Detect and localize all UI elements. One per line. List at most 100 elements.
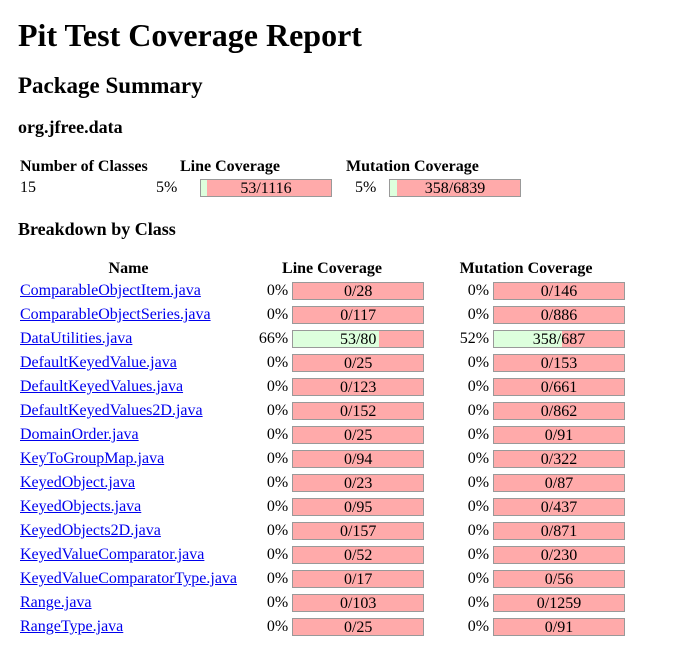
mutation-coverage-bar: 358/6839 xyxy=(389,179,521,197)
table-row: DataUtilities.java 66% 53/80 52% 358/687 xyxy=(20,327,626,351)
line-coverage-text: 0/95 xyxy=(343,499,373,516)
line-coverage-percent: 0% xyxy=(266,282,289,299)
line-coverage-text: 0/25 xyxy=(343,427,373,444)
mutation-coverage-text: 0/91 xyxy=(544,619,574,636)
class-link[interactable]: KeyedObjects2D.java xyxy=(20,522,161,539)
breakdown-table: Name Line Coverage Mutation Coverage Com… xyxy=(20,259,626,639)
line-coverage-percent: 5% xyxy=(156,179,178,196)
line-coverage-text: 0/157 xyxy=(339,523,377,540)
mutation-coverage-text: 0/56 xyxy=(544,571,574,588)
mutation-coverage-fill xyxy=(390,180,397,196)
line-coverage-percent: 0% xyxy=(266,522,289,539)
mutation-coverage-bar: 0/437 xyxy=(493,498,626,516)
line-coverage-text: 0/23 xyxy=(343,475,373,492)
line-coverage-text: 53/1116 xyxy=(240,180,292,197)
package-name: org.jfree.data xyxy=(18,117,123,137)
line-coverage-bar: 0/123 xyxy=(292,378,425,396)
class-link[interactable]: RangeType.java xyxy=(20,618,124,635)
mutation-coverage-percent: 0% xyxy=(467,354,490,371)
page-title: Pit Test Coverage Report xyxy=(18,17,362,53)
line-coverage-fill xyxy=(293,331,379,347)
line-coverage-text: 0/123 xyxy=(339,379,377,396)
table-row: ComparableObjectItem.java 0% 0/28 0% 0/146 xyxy=(20,279,626,303)
mutation-coverage-percent: 0% xyxy=(467,450,490,467)
mutation-coverage-percent: 0% xyxy=(467,282,490,299)
mutation-coverage-text: 0/91 xyxy=(544,427,574,444)
mutation-coverage-percent: 0% xyxy=(467,474,490,491)
table-row: DefaultKeyedValue.java 0% 0/25 0% 0/153 xyxy=(20,351,626,375)
line-coverage-bar: 53/80 xyxy=(292,330,425,348)
table-row: KeyedObjects.java 0% 0/95 0% 0/437 xyxy=(20,495,626,519)
mutation-coverage-percent: 5% xyxy=(355,179,377,196)
mutation-coverage-text: 0/146 xyxy=(540,283,578,300)
table-row: RangeType.java 0% 0/25 0% 0/91 xyxy=(20,615,626,639)
table-row: DefaultKeyedValues2D.java 0% 0/152 0% 0/862 xyxy=(20,399,626,423)
line-coverage-bar: 53/1116 xyxy=(200,179,332,197)
class-link[interactable]: KeyedObject.java xyxy=(20,474,136,491)
line-coverage-text: 0/25 xyxy=(343,619,373,636)
mutation-coverage-percent: 0% xyxy=(467,426,490,443)
class-link[interactable]: Range.java xyxy=(20,594,92,611)
mutation-coverage-percent: 0% xyxy=(467,306,490,323)
header-line-coverage: Line Coverage xyxy=(180,158,280,175)
class-link[interactable]: KeyedValueComparatorType.java xyxy=(20,570,238,587)
class-link[interactable]: DefaultKeyedValues.java xyxy=(20,378,184,395)
header-number-of-classes: Number of Classes xyxy=(20,158,148,175)
mutation-coverage-percent: 0% xyxy=(467,498,490,515)
mutation-coverage-fill xyxy=(494,331,562,347)
mutation-coverage-bar: 0/661 xyxy=(493,378,626,396)
header-line-coverage: Line Coverage xyxy=(282,260,382,277)
class-link[interactable]: DefaultKeyedValue.java xyxy=(20,354,177,371)
line-coverage-bar: 0/23 xyxy=(292,474,425,492)
line-coverage-bar: 0/117 xyxy=(292,306,425,324)
line-coverage-text: 0/28 xyxy=(343,283,373,300)
line-coverage-bar: 0/28 xyxy=(292,282,425,300)
line-coverage-text: 0/103 xyxy=(339,595,377,612)
line-coverage-percent: 0% xyxy=(266,570,289,587)
mutation-coverage-text: 358/6839 xyxy=(424,180,486,197)
class-link[interactable]: ComparableObjectSeries.java xyxy=(20,306,211,323)
class-link[interactable]: KeyedObjects.java xyxy=(20,498,142,515)
line-coverage-bar: 0/52 xyxy=(292,546,425,564)
number-of-classes-value: 15 xyxy=(20,179,36,196)
line-coverage-bar: 0/25 xyxy=(292,618,425,636)
line-coverage-bar: 0/152 xyxy=(292,402,425,420)
package-summary-table: Number of Classes Line Coverage Mutation… xyxy=(20,157,521,199)
mutation-coverage-bar: 0/91 xyxy=(493,426,626,444)
line-coverage-text: 0/25 xyxy=(343,355,373,372)
header-mutation-coverage: Mutation Coverage xyxy=(346,158,479,175)
mutation-coverage-bar: 0/871 xyxy=(493,522,626,540)
summary-row: 15 5% 53/1116 5% 358/6839 xyxy=(20,177,521,199)
class-link[interactable]: KeyToGroupMap.java xyxy=(20,450,165,467)
mutation-coverage-text: 0/322 xyxy=(540,451,578,468)
header-name: Name xyxy=(108,260,149,277)
mutation-coverage-bar: 0/862 xyxy=(493,402,626,420)
package-summary-heading: Package Summary xyxy=(18,73,203,98)
line-coverage-percent: 0% xyxy=(266,474,289,491)
line-coverage-percent: 66% xyxy=(258,330,289,347)
line-coverage-bar: 0/25 xyxy=(292,354,425,372)
mutation-coverage-bar: 0/146 xyxy=(493,282,626,300)
class-link[interactable]: DefaultKeyedValues2D.java xyxy=(20,402,203,419)
line-coverage-bar: 0/17 xyxy=(292,570,425,588)
mutation-coverage-bar: 0/886 xyxy=(493,306,626,324)
mutation-coverage-text: 358/687 xyxy=(532,331,586,348)
class-link[interactable]: DataUtilities.java xyxy=(20,330,133,347)
table-row: KeyedObjects2D.java 0% 0/157 0% 0/871 xyxy=(20,519,626,543)
breakdown-heading: Breakdown by Class xyxy=(18,219,176,239)
line-coverage-percent: 0% xyxy=(266,306,289,323)
mutation-coverage-bar: 0/56 xyxy=(493,570,626,588)
mutation-coverage-text: 0/230 xyxy=(540,547,578,564)
line-coverage-text: 0/152 xyxy=(339,403,377,420)
mutation-coverage-bar: 0/91 xyxy=(493,618,626,636)
line-coverage-text: 0/52 xyxy=(343,547,373,564)
table-row: Range.java 0% 0/103 0% 0/1259 xyxy=(20,591,626,615)
mutation-coverage-percent: 0% xyxy=(467,618,490,635)
class-link[interactable]: KeyedValueComparator.java xyxy=(20,546,205,563)
mutation-coverage-text: 0/886 xyxy=(540,307,578,324)
class-link[interactable]: ComparableObjectItem.java xyxy=(20,282,201,299)
class-link[interactable]: DomainOrder.java xyxy=(20,426,139,443)
line-coverage-text: 0/94 xyxy=(343,451,373,468)
mutation-coverage-percent: 52% xyxy=(459,330,490,347)
table-row: KeyedValueComparator.java 0% 0/52 0% 0/230 xyxy=(20,543,626,567)
